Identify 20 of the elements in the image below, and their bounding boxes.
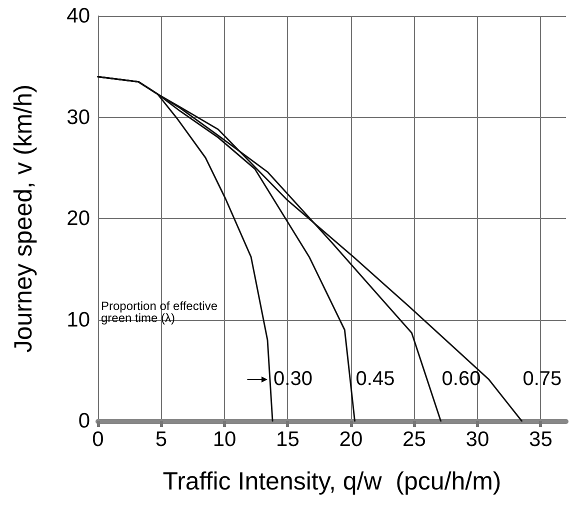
y-tick-label: 0 bbox=[78, 410, 90, 432]
x-tick-label: 10 bbox=[212, 428, 236, 451]
series-label: 0.45 bbox=[356, 368, 395, 390]
x-tick-label: 20 bbox=[339, 428, 363, 451]
series-label: 0.75 bbox=[522, 368, 562, 390]
x-axis-title: Traffic Intensity, q/w (pcu/h/m) bbox=[162, 468, 502, 496]
annotation: Proportion of effective green time (λ) bbox=[101, 299, 218, 325]
x-tick-label: 5 bbox=[155, 428, 168, 451]
y-tick-label: 30 bbox=[66, 106, 90, 129]
x-tick-label: 35 bbox=[529, 428, 552, 451]
y-tick-label: 20 bbox=[66, 207, 90, 230]
series-label: 0.60 bbox=[442, 368, 481, 390]
x-tick-label: 0 bbox=[92, 428, 104, 451]
y-axis-title: Journey speed, v (km/h) bbox=[10, 84, 38, 353]
x-tick-label: 30 bbox=[466, 428, 490, 451]
series-label: 0.30 bbox=[274, 368, 312, 390]
x-tick-label: 25 bbox=[402, 428, 426, 451]
y-tick-label: 10 bbox=[66, 308, 90, 332]
x-tick-label: 15 bbox=[276, 428, 300, 451]
y-tick-label: 40 bbox=[66, 4, 90, 28]
